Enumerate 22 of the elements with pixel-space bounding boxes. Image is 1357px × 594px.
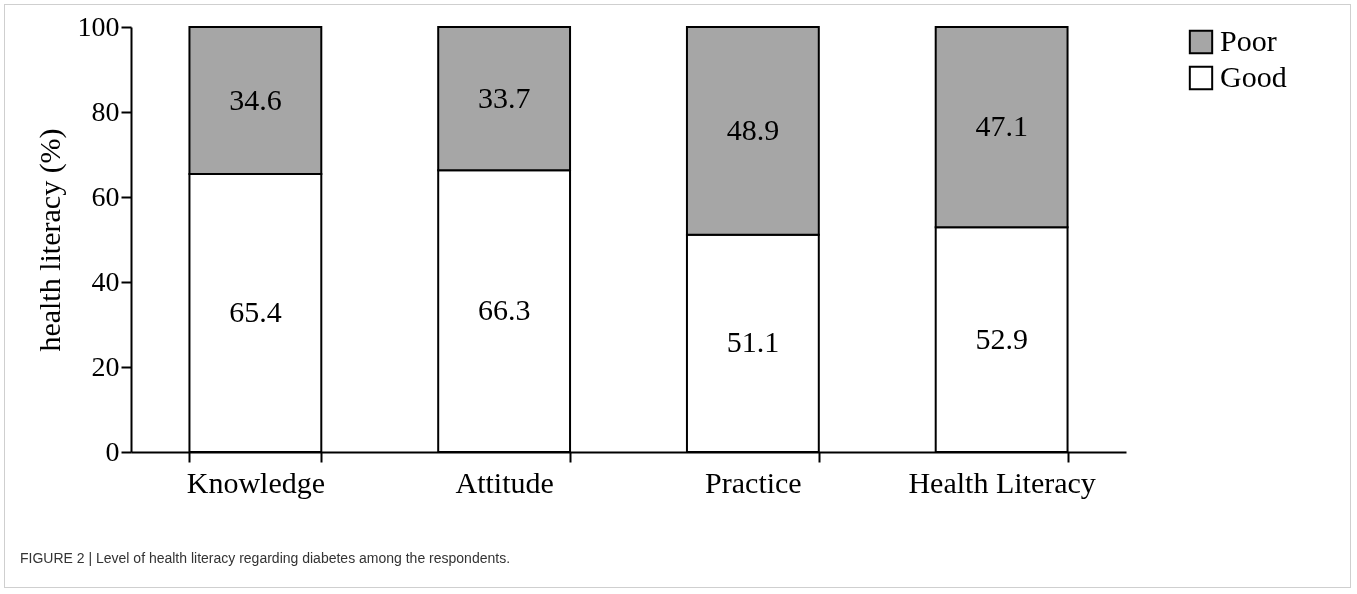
data-label: 48.9 [726,112,780,146]
legend-label: Good [1220,60,1287,93]
y-axis-title: health literacy (%) [32,128,67,352]
y-tick-label: 80 [91,95,120,127]
caption: FIGURE 2 | Level of health literacy regarding diabetes among the respondents. [20,550,511,566]
legend-label: Poor [1220,24,1277,57]
data-label: 34.6 [229,82,282,116]
y-tick-label: 0 [105,435,120,467]
y-tick-label: 100 [77,10,120,42]
y-tick-label: 60 [91,180,120,212]
y-tick-label: 40 [91,265,120,297]
data-label: 65.4 [229,295,282,329]
data-label: 66.3 [477,293,531,327]
x-tick-label: Knowledge [186,465,326,499]
x-tick-label: Attitude [455,465,554,499]
data-label: 51.1 [726,325,780,359]
x-tick-label: Health Literacy [908,465,1096,499]
x-tick-label: Practice [705,465,802,499]
data-label: 52.9 [975,321,1028,355]
data-label: 47.1 [975,109,1028,143]
y-tick-label: 20 [91,350,120,382]
data-label: 33.7 [477,80,531,114]
